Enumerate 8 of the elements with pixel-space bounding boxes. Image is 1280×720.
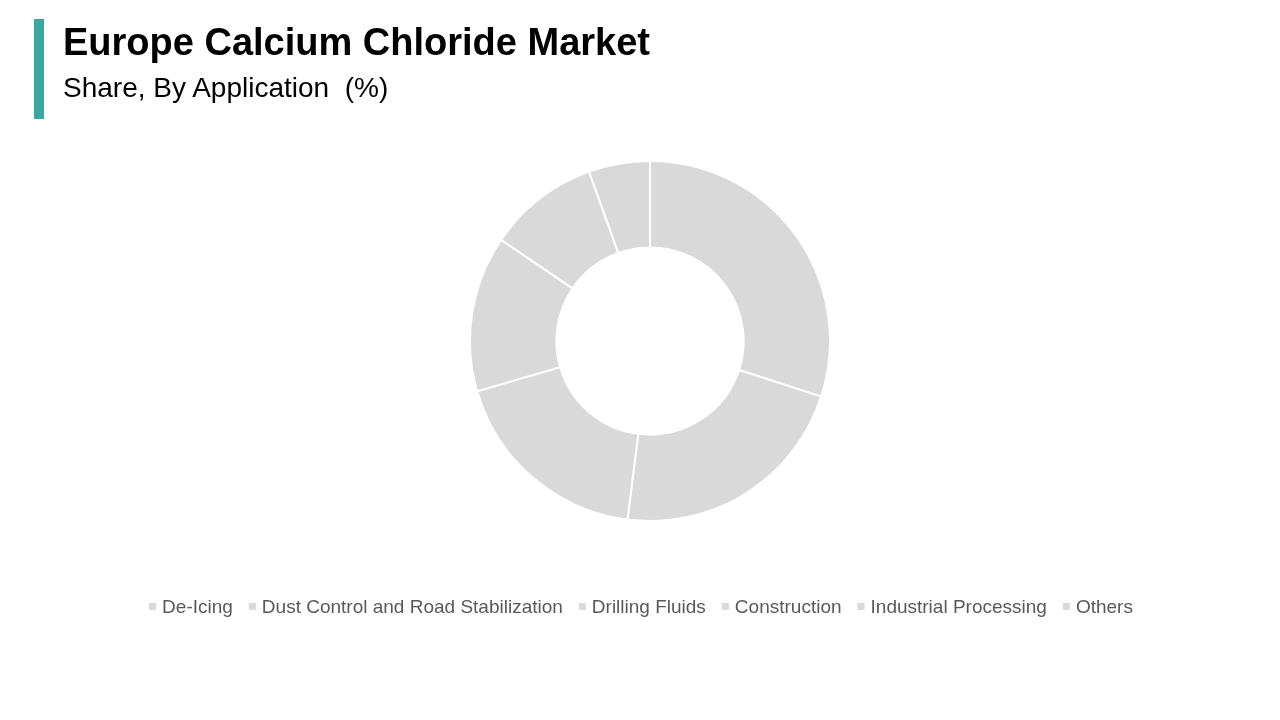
chart-subtitle: Share, By Application (%)	[63, 71, 389, 103]
chart-title: Europe Calcium Chloride Market	[63, 21, 651, 63]
legend-label: Industrial Processing	[870, 596, 1047, 617]
legend-label: De-Icing	[162, 596, 233, 617]
legend-label: Construction	[734, 596, 842, 617]
legend-label: Dust Control and Road Stabilization	[261, 596, 563, 617]
legend-label: Others	[1075, 596, 1133, 617]
legend-label: Drilling Fluids	[591, 596, 706, 617]
